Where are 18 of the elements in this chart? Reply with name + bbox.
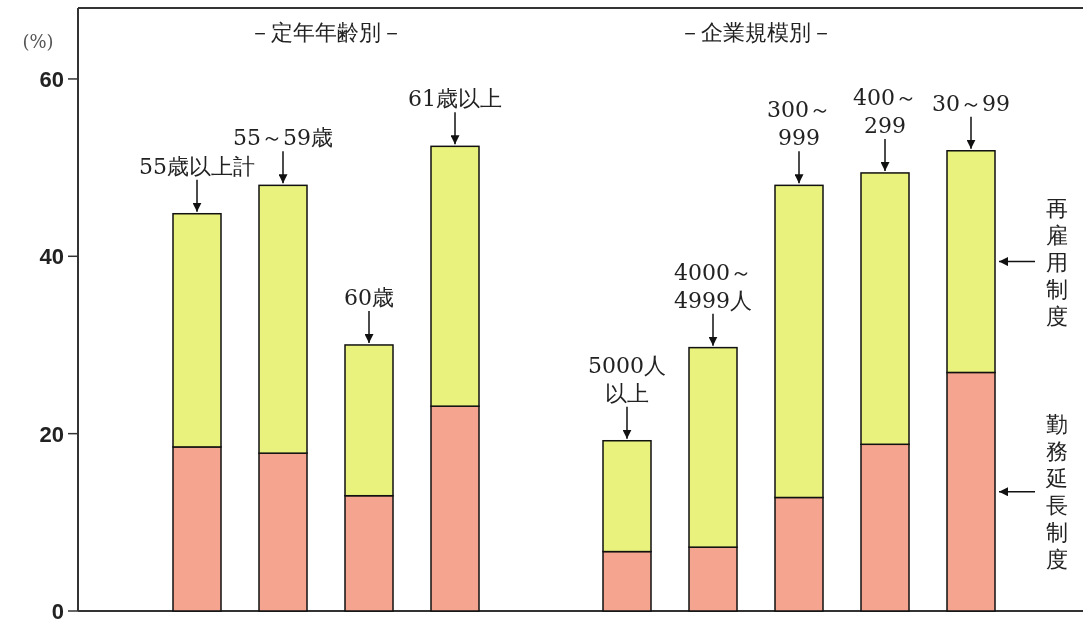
annotation: －企業規模別－ xyxy=(679,20,833,45)
y-tick-label: 60 xyxy=(39,66,64,92)
x-tick-label: 60歳 xyxy=(344,284,394,310)
x-tick-label: 61歳以上 xyxy=(408,86,502,112)
x-tick-label: 55～59歳 xyxy=(233,125,333,151)
y-tick-label: 40 xyxy=(39,244,64,270)
x-tick-label: 5000人以上 xyxy=(588,352,666,406)
legend-label: 再雇用制度 xyxy=(1046,195,1068,329)
x-tick-label: 400～299 xyxy=(853,84,917,138)
x-tick-label: 30～99 xyxy=(932,90,1010,116)
x-tick-label: 300～999 xyxy=(767,97,831,151)
legend-label: 勤務延長制度 xyxy=(1045,412,1068,573)
y-tick-label: 20 xyxy=(39,421,64,447)
annotation: －定年年齢別－ xyxy=(249,20,403,45)
y-axis-title: (%) xyxy=(22,31,54,52)
x-tick-label: 4000～4999人 xyxy=(674,259,752,313)
x-tick-label: 55歳以上計 xyxy=(139,153,255,179)
y-tick-label: 0 xyxy=(51,599,64,619)
